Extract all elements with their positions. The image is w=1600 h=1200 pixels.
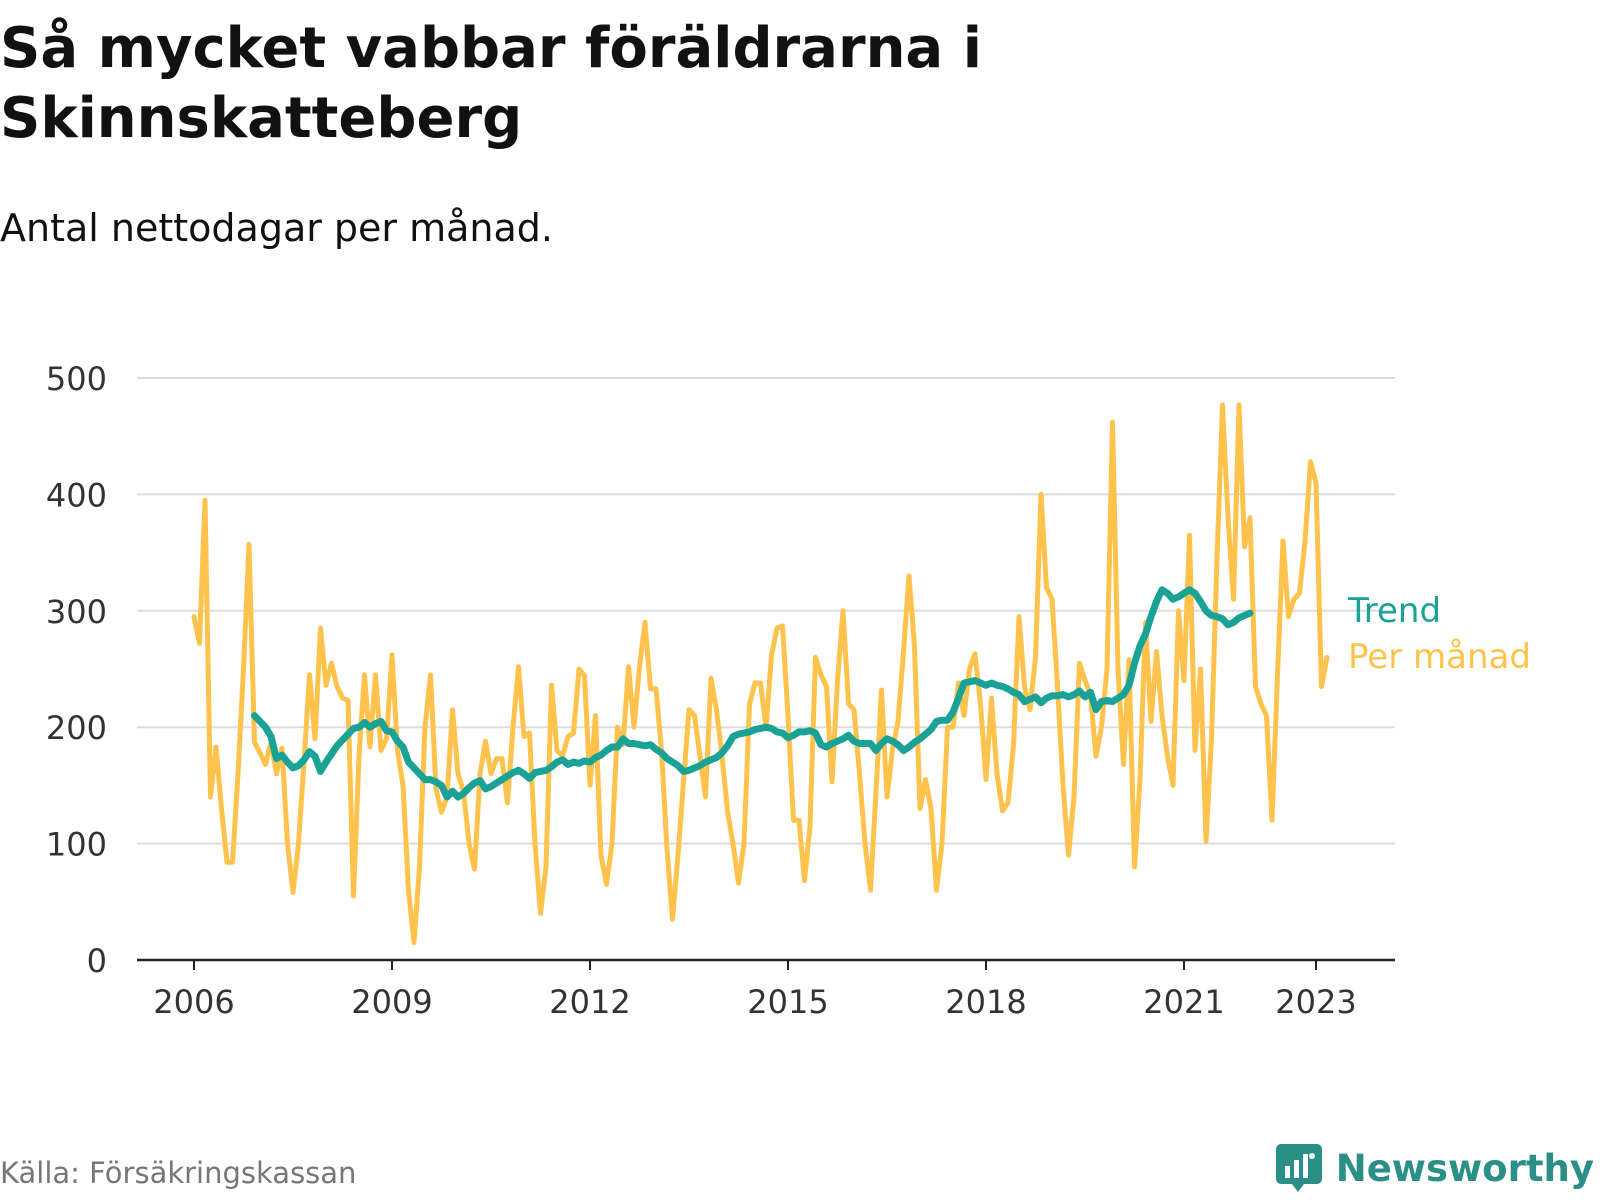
y-axis-tick-labels: 0 100 200 300 400 500: [46, 360, 107, 980]
newsworthy-chart-icon: [1275, 1144, 1322, 1192]
line-chart: 0 100 200 300 400 500 2006 2009 2012 2015 2018 202…: [46, 360, 1531, 1021]
y-tick-label-500: 500: [46, 360, 107, 398]
x-tick-label-2006: 2006: [153, 983, 234, 1021]
series-line-trend: [251, 586, 1254, 801]
y-tick-label-100: 100: [46, 826, 107, 864]
x-tick-label-2015: 2015: [747, 983, 828, 1021]
series-lines: [191, 402, 1330, 945]
x-tick-label-2009: 2009: [351, 983, 432, 1021]
inline-legend: Trend Per månad: [1347, 591, 1531, 677]
x-tick-label-2018: 2018: [945, 983, 1026, 1021]
y-tick-label-300: 300: [46, 593, 107, 631]
y-tick-label-400: 400: [46, 476, 107, 514]
x-tick-label-2012: 2012: [549, 983, 630, 1021]
source-note: Källa: Försäkringskassan: [0, 1156, 357, 1190]
x-tick-label-2023: 2023: [1275, 983, 1356, 1021]
y-tick-label-200: 200: [46, 709, 107, 747]
x-axis-ticks: 2006 2009 2012 2015 2018 2021 2023: [153, 960, 1357, 1021]
brand-name: Newsworthy: [1335, 1146, 1594, 1190]
y-tick-label-0: 0: [87, 942, 107, 980]
brand-logo: Newsworthy: [1274, 1140, 1594, 1196]
series-line-per-manad: [191, 402, 1330, 945]
legend-label-per-manad: Per månad: [1348, 637, 1531, 677]
legend-label-trend: Trend: [1347, 591, 1441, 631]
x-tick-label-2021: 2021: [1143, 983, 1224, 1021]
chart-subtitle: Antal nettodagar per månad.: [0, 206, 554, 250]
chart-title: Så mycket vabbar föräldrarna i Skinnskat…: [0, 16, 982, 151]
